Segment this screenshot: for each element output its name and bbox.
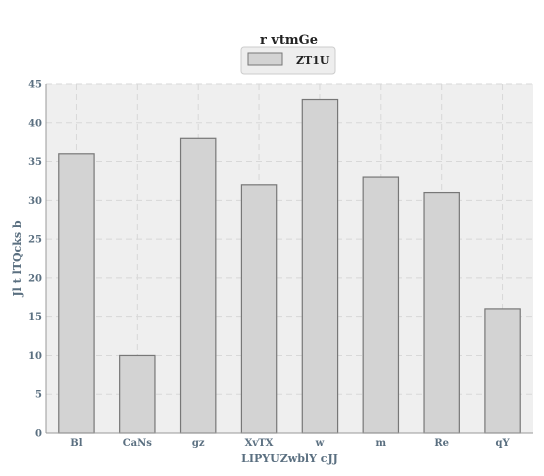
bar-gz <box>181 138 216 433</box>
y-tick-label: 30 <box>28 196 42 207</box>
x-tick-label: w <box>315 438 325 449</box>
bar-Re <box>424 193 459 433</box>
y-tick-label: 15 <box>28 312 42 323</box>
bar-CaNs <box>120 355 155 433</box>
bar-m <box>363 177 398 433</box>
x-tick-label: qY <box>495 438 510 449</box>
x-tick-label: gz <box>192 438 205 449</box>
plot-area <box>46 84 533 433</box>
y-tick-label: 35 <box>28 157 42 168</box>
y-tick-label: 40 <box>28 118 42 129</box>
legend-label: ZT1U <box>296 54 330 67</box>
y-tick-label: 10 <box>28 351 42 362</box>
x-tick-labels: Bl CaNs gz XvTX w m Re qY <box>70 438 510 449</box>
x-axis-label: LIPYUZwblY cJJ <box>241 452 338 465</box>
bar-XvTX <box>241 185 276 433</box>
y-tick-label: 5 <box>35 390 42 401</box>
y-tick-label: 20 <box>28 273 42 284</box>
bar-w <box>302 100 337 433</box>
chart-title: r vtmGe <box>260 33 318 48</box>
y-tick-label: 45 <box>28 80 42 91</box>
x-tick-label: Bl <box>70 438 82 449</box>
x-tick-label: Re <box>434 438 449 449</box>
x-tick-label: m <box>376 438 387 449</box>
y-axis-label: Jl t lTQcks b <box>11 220 24 297</box>
x-tick-label: CaNs <box>123 438 153 449</box>
bar-Bl <box>59 154 94 433</box>
bar-qY <box>485 309 520 433</box>
legend: ZT1U <box>241 47 335 74</box>
y-tick-label: 25 <box>28 235 42 246</box>
legend-swatch <box>248 53 282 65</box>
y-tick-label: 0 <box>35 429 42 440</box>
x-tick-label: XvTX <box>245 438 274 449</box>
y-tick-labels: 0 5 10 15 20 25 30 35 40 45 <box>28 80 42 440</box>
